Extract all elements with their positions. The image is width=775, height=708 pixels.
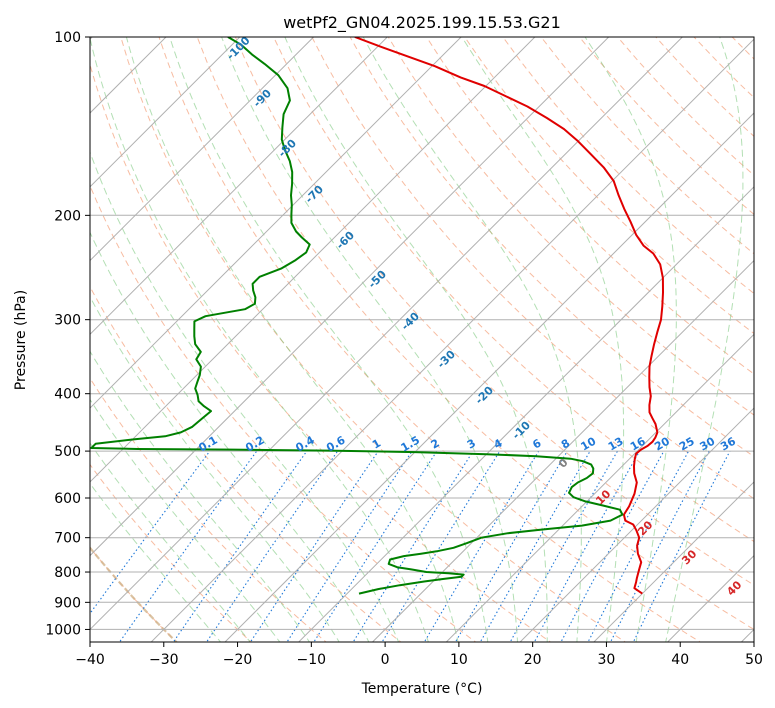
isotherm-line: [150, 38, 754, 642]
isotherm-line: [593, 481, 754, 642]
x-tick-label: 20: [524, 652, 542, 668]
x-tick-label: 30: [598, 652, 616, 668]
mixing-ratio-line: [381, 450, 501, 642]
isotherm-line: [297, 186, 754, 642]
y-tick-label: 200: [54, 208, 81, 224]
x-tick-label: 0: [381, 652, 390, 668]
y-axis-title: Pressure (hPa): [13, 290, 29, 390]
mixing-ratio-line: [454, 450, 568, 642]
x-axis-ticks: −40 −30 −20 −10 0 10 20 30 40 50: [75, 642, 763, 668]
chart-title: wetPf2_GN04.2025.199.15.53.G21: [283, 13, 561, 33]
x-tick-label: 50: [745, 652, 763, 668]
mixing-ratio-line: [560, 450, 665, 642]
isotherm-line: [90, 37, 315, 262]
x-tick-label: 10: [450, 652, 468, 668]
y-tick-label: 600: [54, 491, 81, 507]
y-tick-label: 500: [54, 444, 81, 460]
isotherm-line: [90, 37, 536, 483]
dry-adiabat-line: [387, 37, 754, 416]
isotherm-line: [90, 37, 684, 631]
moist-adiabat-line: [90, 398, 281, 642]
mixing-ratio-line: [286, 450, 413, 642]
isotherm-line: [224, 112, 754, 642]
isotherm-grid: [90, 37, 754, 642]
moist-adiabat-line: [90, 350, 311, 642]
plot-frame: [89, 36, 755, 643]
dry-adiabat-line: [311, 37, 754, 500]
mixing-ratio-line: [172, 450, 308, 642]
profile-lines: [90, 37, 664, 595]
x-tick-label: 40: [671, 652, 689, 668]
moist-adiabat-line: [584, 37, 677, 642]
pressure-gridlines: [90, 37, 754, 630]
mixing-ratio-line: [587, 450, 690, 642]
plot-contents: [90, 37, 754, 642]
y-axis-ticks: 1000 900 800 700 600 500 400 300 200 100: [45, 30, 90, 638]
moist-adiabat-line: [461, 37, 625, 642]
y-tick-label: 700: [54, 531, 81, 547]
mixing-ratio-line: [609, 450, 710, 642]
x-axis-title: Temperature (°C): [361, 681, 483, 697]
x-tick-label: −40: [75, 652, 105, 668]
plot-area: [90, 37, 754, 642]
moist-adiabat-line: [125, 37, 459, 642]
moist-adiabat-line: [284, 37, 548, 642]
isotherm-line: [445, 333, 754, 642]
y-tick-label: 900: [54, 595, 81, 611]
mixing-ratio-line: [313, 450, 438, 642]
isotherm-line: [90, 37, 610, 557]
y-tick-label: 800: [54, 565, 81, 581]
x-tick-label: −10: [297, 652, 327, 668]
dry-adiabat-line: [90, 184, 477, 642]
moist-adiabat-line: [362, 37, 582, 642]
mixing-ratio-line: [118, 450, 258, 642]
x-tick-label: −30: [149, 652, 179, 668]
temperature-profile-line: [354, 37, 664, 595]
y-tick-label: 100: [54, 30, 81, 46]
mixing-ratio-line: [249, 450, 379, 642]
isotherm-line: [519, 407, 754, 642]
mixing-ratio-line: [90, 450, 211, 615]
isotherm-line: [90, 37, 462, 409]
moist-adiabat-line: [665, 37, 744, 642]
y-tick-label: 1000: [45, 622, 81, 638]
dry-adiabat-line: [349, 37, 754, 458]
y-tick-label: 400: [54, 387, 81, 403]
y-tick-label: 300: [54, 313, 81, 329]
dry-adiabat-line: [234, 37, 754, 586]
dry-adiabat-line: [464, 37, 754, 335]
dewpoint-profile-line: [90, 37, 624, 595]
moist-adiabat-line: [90, 442, 251, 642]
isotherm-line: [90, 37, 241, 188]
dry-adiabat-line: [426, 37, 754, 375]
mixing-ratio-line: [205, 450, 339, 642]
x-tick-label: −20: [223, 652, 253, 668]
